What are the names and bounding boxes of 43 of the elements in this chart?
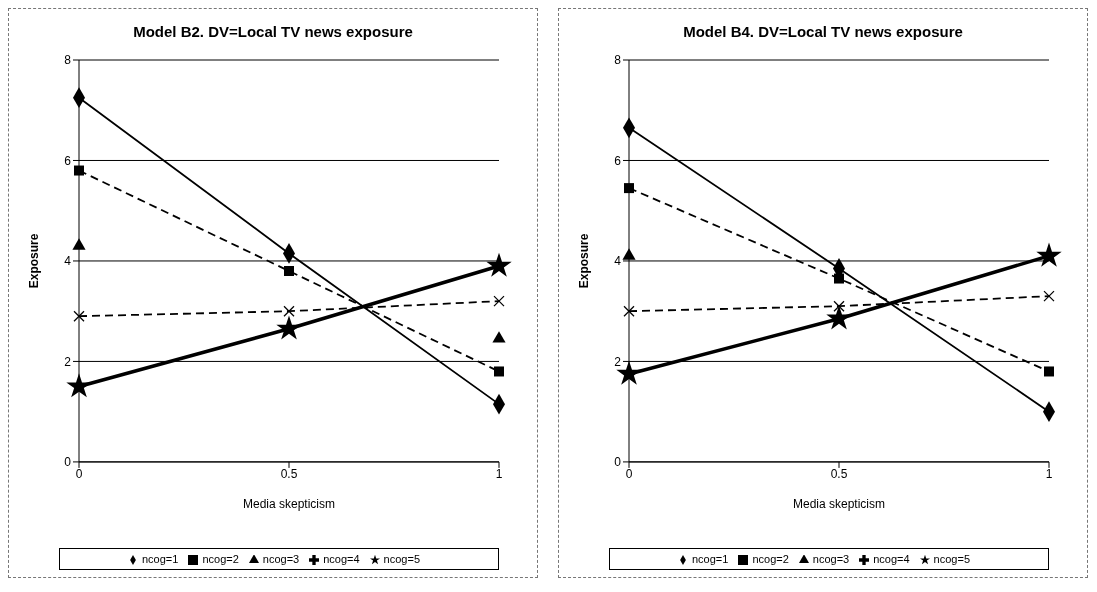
y-tick-label: 6	[614, 153, 622, 168]
point	[624, 183, 634, 194]
legend-label: ncog=2	[202, 552, 239, 565]
x-axis-title: Media skepticism	[242, 496, 336, 511]
x-tick-label: 0	[625, 467, 633, 482]
point	[492, 331, 506, 343]
legend-label: ncog=4	[323, 552, 360, 565]
x-tick-label: 0.5	[830, 467, 848, 482]
point	[1044, 366, 1054, 377]
x-tick-label: 0.5	[280, 467, 298, 482]
point	[486, 252, 512, 277]
y-tick-label: 4	[64, 254, 72, 269]
point	[1036, 242, 1062, 267]
point	[494, 366, 504, 377]
y-tick-label: 4	[614, 254, 622, 269]
legend-label: ncog=3	[812, 552, 850, 565]
point	[284, 266, 294, 276]
x-tick-label: 0	[75, 467, 83, 482]
chart-title: Model B2. DV=Local TV news exposure	[132, 23, 414, 40]
y-tick-label: 2	[614, 354, 622, 369]
x-axis-title: Media skepticism	[792, 496, 886, 511]
legend-label: ncog=1	[141, 552, 179, 565]
y-tick-label: 2	[64, 354, 72, 369]
y-tick-label: 8	[614, 53, 622, 68]
y-tick-label: 8	[64, 53, 72, 68]
x-tick-label: 1	[495, 467, 503, 482]
legend-label: ncog=5	[383, 552, 421, 565]
y-tick-label: 0	[64, 455, 72, 470]
legend-label: ncog=4	[873, 552, 910, 565]
point	[622, 248, 636, 260]
point	[834, 273, 844, 284]
legend-label: ncog=5	[933, 552, 971, 565]
legend-label: ncog=1	[691, 552, 729, 565]
x-tick-label: 1	[1045, 467, 1053, 482]
legend-label: ncog=3	[262, 552, 300, 565]
y-axis-title: Exposure	[27, 233, 42, 289]
y-tick-label: 6	[64, 153, 72, 168]
y-tick-label: 0	[614, 455, 622, 470]
y-axis-title: Exposure	[577, 233, 592, 289]
legend-label: ncog=2	[752, 552, 789, 565]
point	[72, 238, 86, 250]
point	[74, 165, 84, 176]
chart-title: Model B4. DV=Local TV news exposure	[682, 23, 964, 40]
